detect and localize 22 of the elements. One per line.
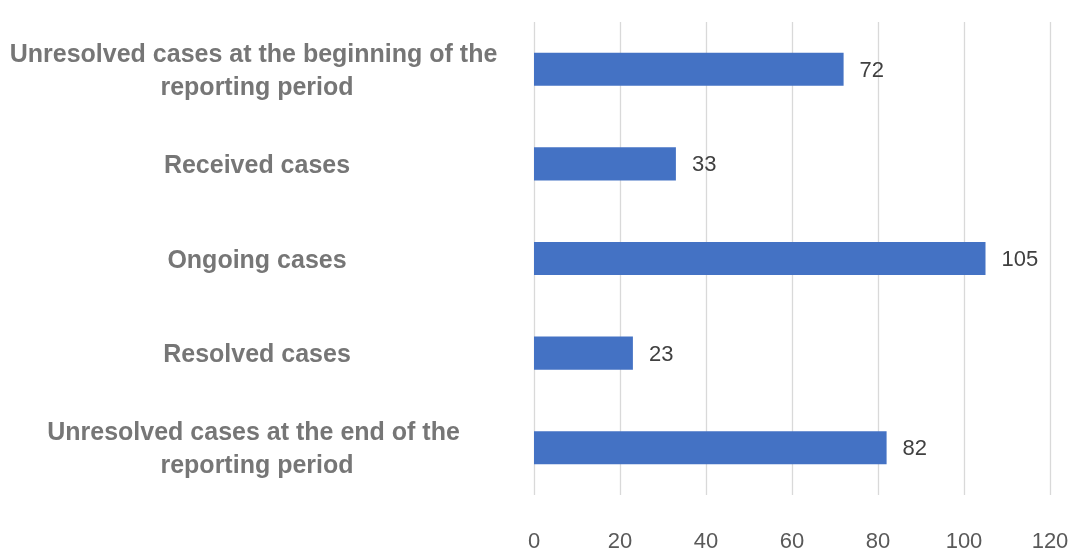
bar xyxy=(534,336,633,370)
bar xyxy=(534,52,844,86)
x-tick-label: 20 xyxy=(607,527,633,553)
x-tick-label: 0 xyxy=(527,527,541,553)
x-tick-label: 100 xyxy=(945,527,983,553)
x-tick-label: 60 xyxy=(779,527,805,553)
y-tick-label: Ongoing cases xyxy=(167,244,347,273)
data-label: 82 xyxy=(902,435,928,461)
bar xyxy=(534,431,887,465)
data-label: 23 xyxy=(648,340,674,366)
y-tick-label: Unresolved cases at the beginning of the reporting period xyxy=(9,38,505,100)
x-tick-label: 120 xyxy=(1031,527,1069,553)
bar xyxy=(534,241,986,276)
y-tick-label: Received cases xyxy=(163,149,351,178)
data-label: 33 xyxy=(691,151,717,177)
x-tick-label: 80 xyxy=(865,527,891,553)
data-label: 72 xyxy=(859,56,885,82)
bar xyxy=(534,147,676,181)
data-label: 105 xyxy=(1001,246,1039,271)
y-tick-label: Resolved cases xyxy=(163,339,351,368)
x-tick-label: 40 xyxy=(693,527,719,553)
y-tick-label: Unresolved cases at the end of the reporting period xyxy=(47,417,467,479)
